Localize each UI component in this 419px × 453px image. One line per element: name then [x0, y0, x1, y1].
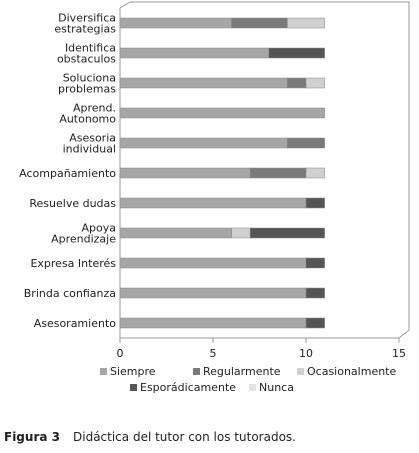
x-tick-label: 0 — [117, 347, 124, 360]
bar-segment — [249, 227, 325, 239]
bar-segment — [119, 167, 251, 179]
legend-label: Ocasionalmente — [307, 365, 397, 378]
y-tick-label: Apoya Aprendizaje — [51, 222, 116, 246]
bar-segment — [249, 167, 307, 179]
y-tick-label: Acompañamiento — [19, 167, 116, 180]
bar-segment — [119, 47, 270, 59]
bar-segment — [268, 47, 325, 59]
legend-label: Esporádicamente — [140, 381, 236, 394]
bar-segment — [231, 227, 251, 239]
y-tick-label: Soluciona problemas — [58, 72, 116, 96]
legend-swatch — [193, 368, 200, 375]
bar-segment — [287, 17, 325, 29]
legend-label: Regularmente — [203, 365, 281, 378]
y-tick-label: Brinda confianza — [24, 287, 116, 300]
bar-segment — [287, 137, 325, 149]
y-tick-label: Aprend. Autonomo — [59, 102, 116, 126]
bar-segment — [305, 77, 325, 89]
caption-text: Didáctica del tutor con los tutorados. — [73, 430, 296, 444]
bar-segment — [231, 17, 288, 29]
x-tick-label: 5 — [210, 347, 217, 360]
bar-segment — [119, 17, 232, 29]
bar-segment — [119, 287, 307, 299]
bar-segment — [119, 317, 307, 329]
x-tick-label: 15 — [392, 347, 406, 360]
y-tick-label: Diversifica estrategias — [54, 12, 116, 36]
caption-label: Figura 3 — [4, 430, 60, 444]
bar-segment — [119, 257, 307, 269]
bar-segment — [119, 227, 232, 239]
y-tick-label: Resuelve dudas — [29, 197, 116, 210]
legend-swatch — [100, 368, 107, 375]
y-tick-label: Expresa Interés — [30, 257, 116, 270]
y-tick-label: Identifica obstaculos — [57, 42, 116, 66]
x-tick-label: 10 — [299, 347, 313, 360]
bar-segment — [305, 197, 325, 209]
bar-segment — [119, 107, 325, 119]
bar-segment — [119, 77, 288, 89]
legend-label: Nunca — [259, 381, 294, 394]
legend-swatch — [130, 384, 137, 391]
plot-back-wall — [119, 1, 410, 339]
y-tick-label: Asesoria individual — [63, 132, 116, 156]
bar-segment — [305, 317, 325, 329]
y-tick-label: Asesoramiento — [34, 317, 117, 330]
bar-segment — [305, 257, 325, 269]
legend-swatch — [249, 384, 256, 391]
bar-segment — [119, 197, 307, 209]
legend-swatch — [297, 368, 304, 375]
bar-segment — [287, 77, 307, 89]
bar-segment — [119, 137, 288, 149]
bar-segment — [305, 287, 325, 299]
bar-segment — [305, 167, 325, 179]
legend-label: Siempre — [110, 365, 156, 378]
